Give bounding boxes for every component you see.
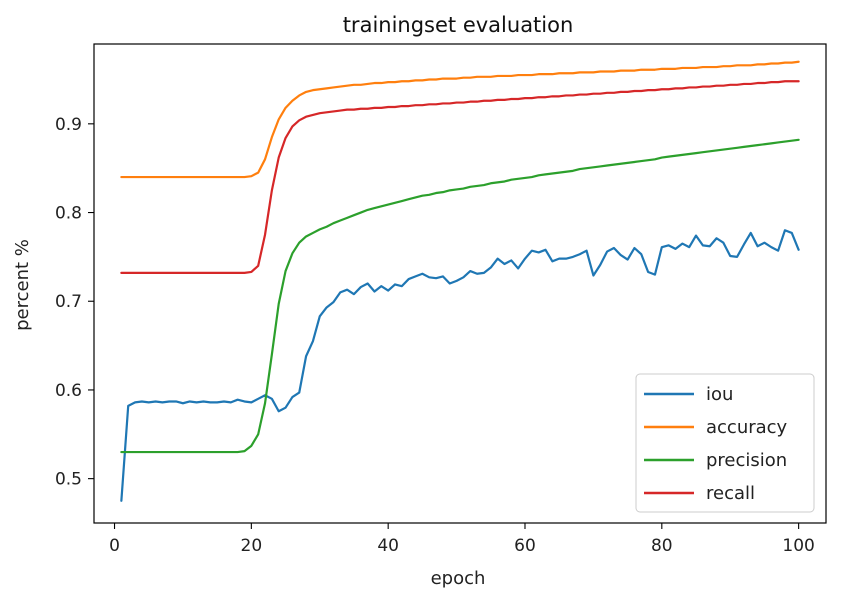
x-tick-label: 60 [514, 536, 536, 556]
y-axis: 0.5 0.6 0.7 0.8 0.9 [55, 115, 94, 490]
legend: iou accuracy precision recall [635, 373, 815, 513]
y-tick-label: 0.5 [55, 470, 82, 490]
plot-frame [93, 43, 827, 524]
legend-label-recall: recall [706, 483, 755, 504]
y-tick-label: 0.8 [55, 204, 82, 224]
y-axis-title: percent % [12, 239, 33, 331]
legend-label-precision: precision [706, 450, 787, 471]
chart-title: trainingset evaluation [343, 13, 574, 37]
x-tick-label: 40 [377, 536, 399, 556]
x-axis-title: epoch [431, 568, 486, 589]
y-tick-label: 0.7 [55, 292, 82, 312]
plot-area [120, 60, 800, 502]
legend-box [635, 373, 815, 513]
legend-label-iou: iou [706, 384, 733, 405]
x-axis: 0 20 40 60 80 100 [109, 523, 815, 556]
y-tick-label: 0.9 [55, 115, 82, 135]
x-tick-label: 0 [109, 536, 120, 556]
x-tick-label: 80 [651, 536, 673, 556]
series-line-precision [120, 138, 800, 454]
x-tick-label: 20 [241, 536, 263, 556]
series-line-recall [120, 80, 800, 274]
series-line-iou [120, 229, 800, 502]
y-tick-label: 0.6 [55, 381, 82, 401]
series-line-accuracy [120, 60, 800, 179]
x-tick-label: 100 [782, 536, 814, 556]
legend-label-accuracy: accuracy [706, 417, 788, 438]
